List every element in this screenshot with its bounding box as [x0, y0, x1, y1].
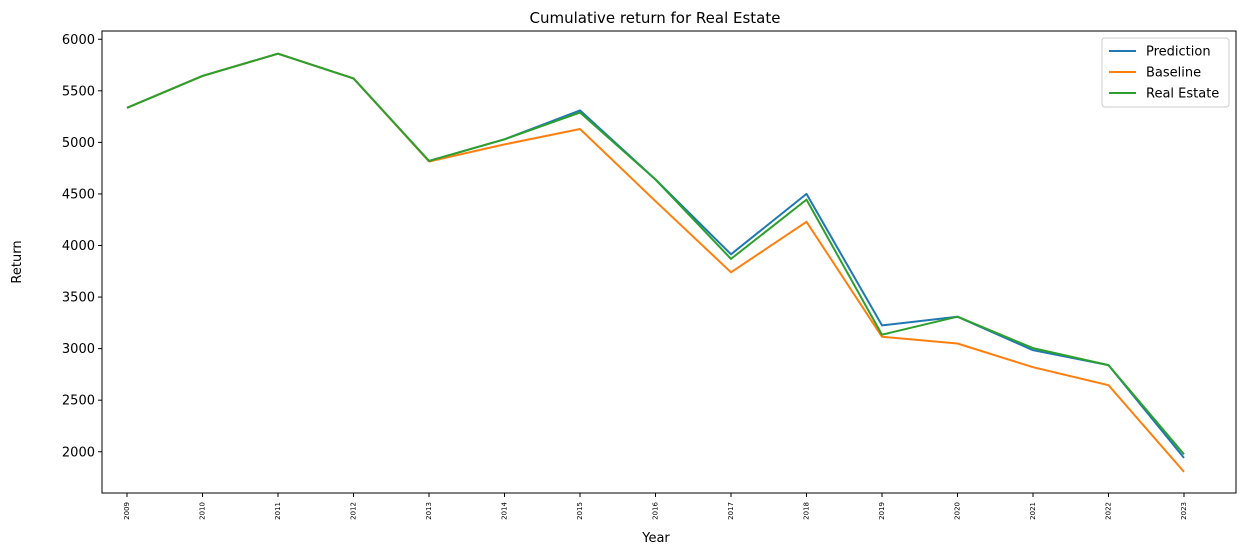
- legend-label: Real Estate: [1146, 87, 1219, 102]
- y-tick-label: 2500: [62, 394, 95, 409]
- plot-area-frame: [101, 30, 1237, 494]
- x-tick-label: 2018: [803, 502, 811, 520]
- x-tick-label: 2023: [1180, 502, 1188, 520]
- x-tick-label: 2017: [727, 502, 735, 520]
- y-axis: 2000 2500 3000 3500 4000 4500 5000 5500 6000: [62, 33, 102, 460]
- y-tick-label: 2000: [62, 445, 95, 460]
- y-tick-label: 5000: [62, 136, 95, 151]
- x-tick-label: 2009: [123, 502, 131, 520]
- x-tick-label: 2020: [954, 502, 962, 520]
- legend-label: Prediction: [1146, 45, 1211, 60]
- series-line-real-estate: [126, 52, 1185, 455]
- chart-title: Cumulative return for Real Estate: [530, 9, 781, 27]
- x-tick-label: 2012: [350, 502, 358, 520]
- x-tick-label: 2010: [199, 502, 207, 520]
- legend-box: [1101, 37, 1230, 108]
- x-axis: 2009 2010 2011 2012 2013 2014 2015 2016 2017 2018…: [123, 493, 1188, 520]
- x-axis-label: Year: [641, 531, 670, 546]
- x-tick-label: 2022: [1105, 502, 1113, 520]
- x-tick-label: 2014: [501, 501, 509, 519]
- series-lines: [126, 52, 1185, 473]
- y-tick-label: 6000: [62, 33, 95, 48]
- series-line-prediction: [126, 52, 1185, 459]
- x-tick-label: 2015: [576, 502, 584, 520]
- y-tick-label: 3500: [62, 291, 95, 306]
- x-tick-label: 2013: [425, 502, 433, 520]
- y-tick-label: 3000: [62, 342, 95, 357]
- legend-label: Baseline: [1146, 66, 1201, 81]
- y-tick-label: 4000: [62, 239, 95, 254]
- x-tick-label: 2011: [274, 502, 282, 520]
- x-tick-label: 2016: [652, 501, 660, 519]
- y-axis-label: Return: [10, 240, 25, 283]
- y-tick-label: 4500: [62, 187, 95, 202]
- legend: Prediction Baseline Real Estate: [1101, 37, 1230, 108]
- x-tick-label: 2021: [1029, 502, 1037, 520]
- series-line-baseline: [126, 52, 1185, 473]
- y-tick-label: 5500: [62, 84, 95, 99]
- x-tick-label: 2019: [878, 502, 886, 520]
